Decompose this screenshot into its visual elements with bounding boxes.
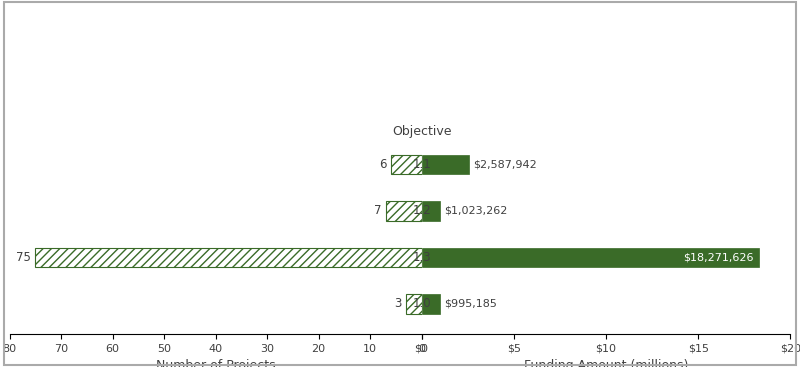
Text: 1.1: 1.1: [412, 158, 431, 171]
Text: $1,023,262: $1,023,262: [444, 206, 507, 216]
Text: Number of Projects: 91: Number of Projects: 91: [314, 92, 486, 105]
Bar: [386, 201, 422, 221]
Bar: [35, 247, 422, 267]
Text: $2,587,942: $2,587,942: [473, 159, 537, 169]
Text: Objective: Objective: [392, 125, 451, 138]
Text: $18,271,626: $18,271,626: [683, 252, 754, 262]
Text: 6: 6: [379, 158, 386, 171]
Text: $995,185: $995,185: [444, 299, 497, 309]
Text: 2019: 2019: [377, 15, 423, 33]
Text: 1.3: 1.3: [412, 251, 431, 264]
Text: 1.2: 1.2: [412, 204, 431, 217]
Text: Total Funding: $22,878,014: Total Funding: $22,878,014: [298, 68, 502, 81]
Bar: [422, 294, 440, 313]
X-axis label: Number of Projects: Number of Projects: [156, 359, 275, 367]
Text: 7: 7: [374, 204, 382, 217]
Bar: [406, 294, 422, 313]
Bar: [422, 155, 470, 174]
Text: 75: 75: [16, 251, 31, 264]
X-axis label: Funding Amount (millions): Funding Amount (millions): [524, 359, 688, 367]
Text: Question 1: Screening and Diagnosis: Question 1: Screening and Diagnosis: [242, 41, 558, 56]
Bar: [422, 201, 441, 221]
Text: 3: 3: [394, 297, 402, 310]
Bar: [422, 247, 758, 267]
Bar: [390, 155, 422, 174]
Text: 1.0: 1.0: [412, 297, 431, 310]
